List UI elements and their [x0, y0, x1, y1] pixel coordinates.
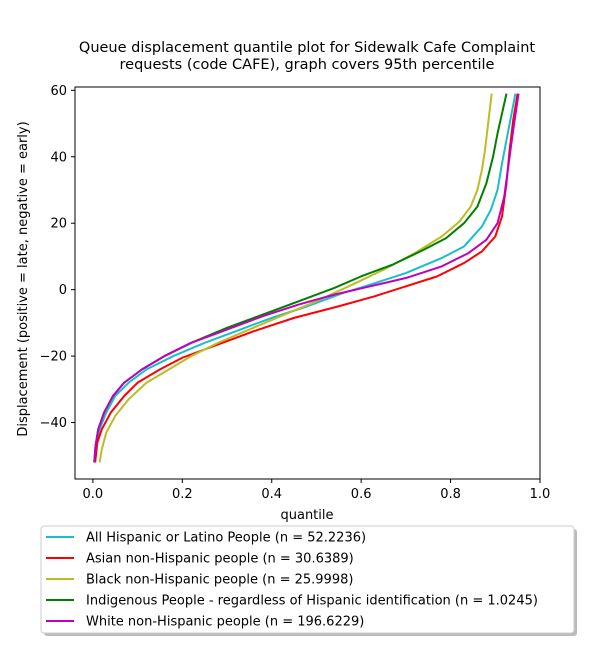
series-line-4 — [93, 93, 508, 463]
legend: All Hispanic or Latino People (n = 52.22… — [40, 525, 577, 636]
y-tick-label: 40 — [50, 150, 67, 165]
legend-entry-label: Indigenous People - regardless of Hispan… — [86, 594, 538, 609]
x-tick-label: 0.8 — [440, 487, 461, 502]
legend-entry-label: White non-Hispanic people (n = 196.6229) — [86, 615, 364, 630]
legend-entry-label: Black non-Hispanic people (n = 25.9998) — [86, 573, 353, 588]
x-tick-label: 0.2 — [172, 487, 193, 502]
y-axis: −40 −20 0 20 40 60 — [40, 84, 75, 431]
y-axis-label: Displacement (positive = late, negative … — [16, 121, 31, 436]
series-line-3 — [98, 93, 493, 463]
y-tick-label: 20 — [50, 217, 67, 232]
series-line-5 — [93, 93, 520, 463]
series-line-2 — [94, 93, 519, 463]
x-axis: 0.0 0.2 0.4 0.6 0.8 1.0 — [83, 479, 551, 502]
x-tick-label: 0.0 — [83, 487, 104, 502]
plot-frame — [74, 86, 541, 480]
chart-title-line: requests (code CAFE), graph covers 95th … — [120, 57, 495, 73]
x-axis-label: quantile — [280, 508, 333, 523]
legend-entry-label: Asian non-Hispanic people (n = 30.6389) — [86, 552, 354, 567]
x-tick-label: 0.6 — [351, 487, 372, 502]
legend-box — [40, 525, 575, 634]
series-line-1 — [94, 93, 517, 463]
y-tick-label: −20 — [40, 350, 67, 365]
y-tick-label: 0 — [59, 283, 67, 298]
legend-entry-label: All Hispanic or Latino People (n = 52.22… — [86, 531, 366, 546]
x-tick-label: 1.0 — [530, 487, 551, 502]
chart-title: Queue displacement quantile plot for Sid… — [79, 40, 535, 73]
chart-title-line: Queue displacement quantile plot for Sid… — [79, 40, 535, 56]
y-tick-label: 60 — [50, 84, 67, 99]
plot-area — [74, 86, 541, 480]
x-tick-label: 0.4 — [261, 487, 282, 502]
y-tick-label: −40 — [40, 416, 67, 431]
